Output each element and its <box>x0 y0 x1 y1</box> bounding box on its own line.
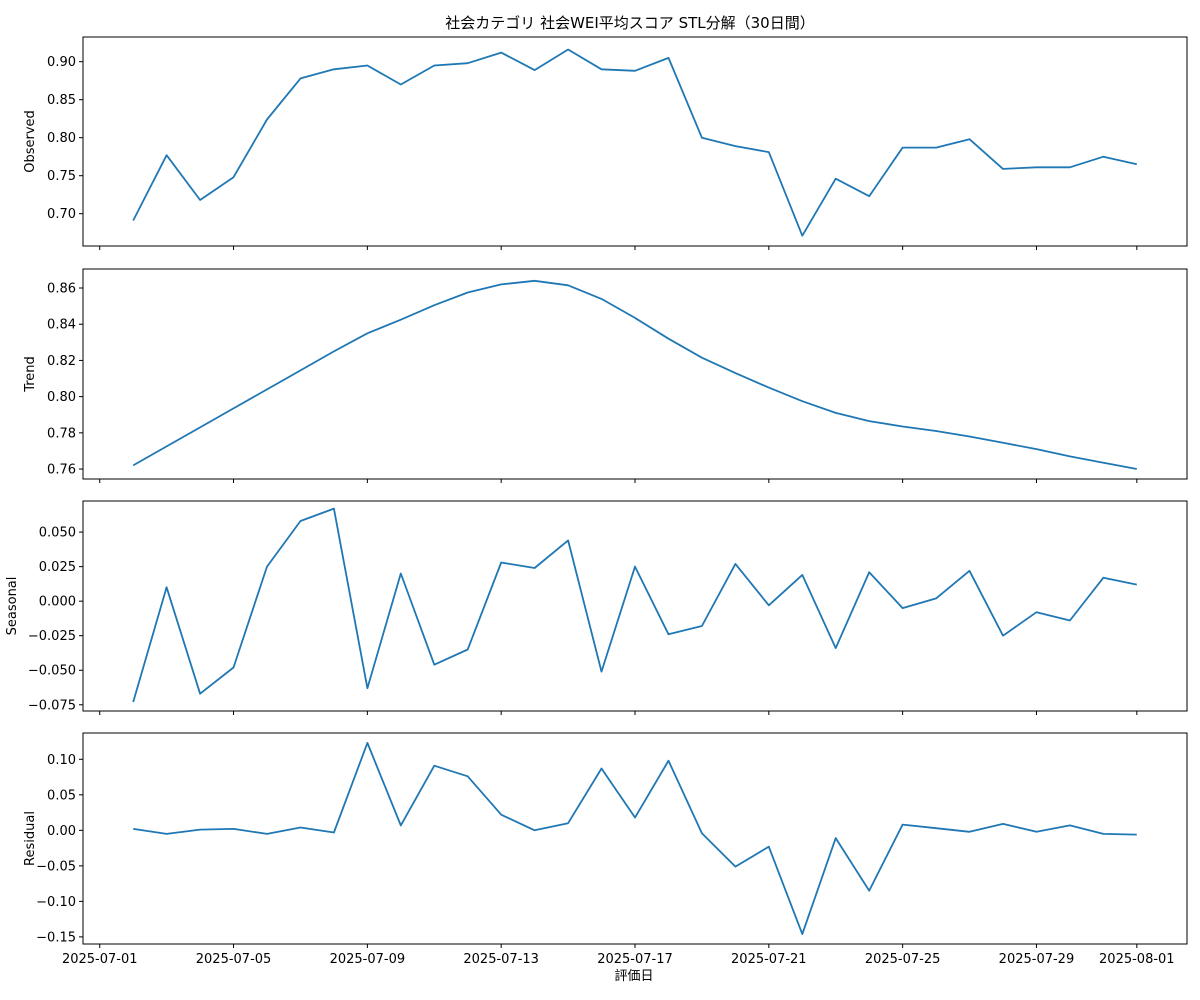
trend-y-axis-label: Trend <box>23 356 38 393</box>
x-tick-label: 2025-07-25 <box>865 952 941 967</box>
seasonal-y-tick-label: −0.050 <box>28 664 76 679</box>
x-tick-label: 2025-07-29 <box>999 952 1075 967</box>
residual-y-tick-label: −0.15 <box>36 930 76 945</box>
seasonal-y-axis-label: Seasonal <box>5 577 20 636</box>
seasonal-y-tick-label: 0.025 <box>39 560 76 575</box>
residual-panel: −0.15 −0.10 −0.05 0.00 0.05 0.10 Residual 2025-… <box>23 732 1188 967</box>
residual-frame <box>82 732 1188 945</box>
panels-group: 0.70 0.75 0.80 0.85 0.90 Observed 0.76 0.78 0.80… <box>5 36 1188 967</box>
x-tick-label: 2025-07-05 <box>196 952 272 967</box>
trend-y-tick-label: 0.80 <box>47 390 76 405</box>
x-axis-label: 評価日 <box>614 969 653 984</box>
residual-y-tick-label: 0.10 <box>47 753 76 768</box>
seasonal-y-tick-label: −0.025 <box>28 629 76 644</box>
observed-frame <box>82 36 1188 247</box>
observed-series-line <box>132 48 1137 237</box>
observed-y-tick-label: 0.85 <box>47 93 76 108</box>
seasonal-y-tick-label: 0.050 <box>39 526 76 541</box>
observed-y-tick-label: 0.90 <box>47 55 76 70</box>
seasonal-y-tick-label: −0.075 <box>28 698 76 713</box>
residual-y-tick-label: 0.00 <box>47 824 76 839</box>
observed-y-axis-label: Observed <box>23 110 38 173</box>
residual-y-tick-label: 0.05 <box>47 788 76 803</box>
trend-frame <box>82 268 1188 480</box>
trend-series-line <box>132 279 1137 470</box>
trend-panel: 0.76 0.78 0.80 0.82 0.84 0.86 Trend <box>23 268 1188 483</box>
x-tick-label: 2025-07-13 <box>463 952 539 967</box>
residual-y-tick-label: −0.10 <box>36 895 76 910</box>
residual-series-line <box>133 742 1137 935</box>
x-tick-label: 2025-07-09 <box>330 952 406 967</box>
observed-panel: 0.70 0.75 0.80 0.85 0.90 Observed <box>23 36 1188 250</box>
trend-y-tick-label: 0.84 <box>47 318 76 333</box>
residual-y-axis-label: Residual <box>23 811 38 866</box>
observed-y-tick-label: 0.80 <box>47 131 76 146</box>
seasonal-panel: −0.075 −0.050 −0.025 0.000 0.025 0.050 Seasona… <box>5 500 1188 715</box>
seasonal-frame <box>82 500 1188 712</box>
observed-y-tick-label: 0.70 <box>47 207 76 222</box>
trend-y-tick-label: 0.82 <box>47 354 76 369</box>
seasonal-y-tick-label: 0.000 <box>39 595 76 610</box>
x-tick-label: 2025-07-17 <box>597 952 673 967</box>
x-tick-label: 2025-07-01 <box>62 952 138 967</box>
chart-title: 社会カテゴリ 社会WEI平均スコア STL分解（30日間） <box>445 14 814 32</box>
trend-y-tick-label: 0.86 <box>47 282 76 297</box>
x-tick-label: 2025-07-21 <box>731 952 807 967</box>
x-tick-label: 2025-08-01 <box>1099 952 1175 967</box>
trend-y-tick-label: 0.78 <box>47 426 76 441</box>
residual-y-tick-label: −0.05 <box>36 859 76 874</box>
trend-y-tick-label: 0.76 <box>47 463 76 478</box>
seasonal-series-line <box>132 507 1137 703</box>
observed-y-tick-label: 0.75 <box>47 169 76 184</box>
